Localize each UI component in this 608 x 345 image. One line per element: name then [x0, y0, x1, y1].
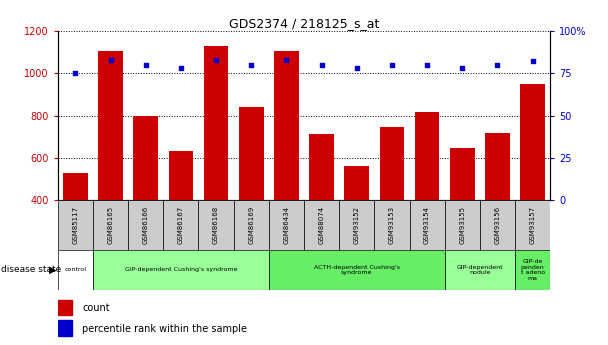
Bar	[128, 200, 164, 250]
Text: GSM93156: GSM93156	[494, 206, 500, 244]
Point	[528, 59, 537, 64]
Bar	[274, 51, 299, 285]
Bar	[204, 46, 229, 285]
Text: GSM86168: GSM86168	[213, 206, 219, 244]
Bar	[168, 151, 193, 285]
Bar	[93, 250, 269, 290]
Point	[141, 62, 151, 68]
Bar	[444, 200, 480, 250]
Text: GIP-dependent Cushing's syndrome: GIP-dependent Cushing's syndrome	[125, 267, 237, 273]
Point	[106, 57, 116, 62]
Bar	[309, 134, 334, 285]
Text: GSM93154: GSM93154	[424, 206, 430, 244]
Text: GSM86169: GSM86169	[248, 206, 254, 244]
Point	[282, 57, 291, 62]
Bar	[375, 200, 410, 250]
Text: GSM93155: GSM93155	[459, 206, 465, 244]
Bar	[444, 250, 515, 290]
Bar	[450, 148, 475, 285]
Point	[176, 66, 185, 71]
Bar	[133, 116, 158, 285]
Text: GSM85117: GSM85117	[72, 206, 78, 244]
Bar	[58, 320, 72, 336]
Point	[246, 62, 256, 68]
Point	[317, 62, 326, 68]
Text: percentile rank within the sample: percentile rank within the sample	[82, 324, 247, 334]
Bar	[379, 127, 404, 285]
Text: GSM93152: GSM93152	[354, 206, 360, 244]
Bar	[410, 200, 444, 250]
Bar	[198, 200, 233, 250]
Bar	[233, 200, 269, 250]
Point	[71, 71, 80, 76]
Bar	[63, 173, 88, 285]
Text: ▶: ▶	[49, 265, 57, 275]
Text: GSM93157: GSM93157	[530, 206, 536, 244]
Text: disease state: disease state	[1, 265, 61, 275]
Bar	[304, 200, 339, 250]
Text: GSM86165: GSM86165	[108, 206, 114, 244]
Bar	[98, 51, 123, 285]
Bar	[480, 200, 515, 250]
Text: GSM86167: GSM86167	[178, 206, 184, 244]
Bar	[269, 250, 444, 290]
Bar	[93, 200, 128, 250]
Bar	[239, 107, 263, 285]
Bar	[515, 250, 550, 290]
Bar	[345, 166, 369, 285]
Text: control: control	[64, 267, 86, 273]
Point	[352, 66, 362, 71]
Bar	[415, 112, 440, 285]
Bar	[485, 133, 510, 285]
Title: GDS2374 / 218125_s_at: GDS2374 / 218125_s_at	[229, 17, 379, 30]
Bar	[339, 200, 375, 250]
Text: GSM86434: GSM86434	[283, 206, 289, 244]
Point	[457, 66, 467, 71]
Point	[387, 62, 397, 68]
Text: GSM93153: GSM93153	[389, 206, 395, 244]
Text: count: count	[82, 303, 109, 313]
Text: GIP-dependent
nodule: GIP-dependent nodule	[457, 265, 503, 275]
Bar	[164, 200, 198, 250]
Bar	[58, 299, 72, 315]
Bar	[58, 200, 93, 250]
Bar	[269, 200, 304, 250]
Bar	[515, 200, 550, 250]
Point	[422, 62, 432, 68]
Text: GSM86166: GSM86166	[143, 206, 149, 244]
Point	[211, 57, 221, 62]
Text: GSM88074: GSM88074	[319, 206, 325, 244]
Text: ACTH-dependent Cushing's
syndrome: ACTH-dependent Cushing's syndrome	[314, 265, 400, 275]
Point	[492, 62, 502, 68]
Bar	[58, 250, 93, 290]
Bar	[520, 84, 545, 285]
Text: GIP-de
penden
t adeno
ma: GIP-de penden t adeno ma	[520, 259, 545, 281]
